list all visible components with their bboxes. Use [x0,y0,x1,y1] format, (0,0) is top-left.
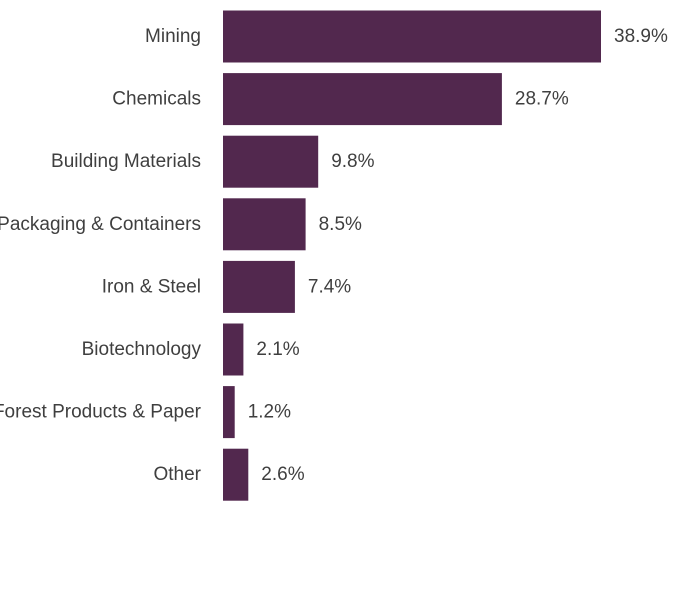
value-label-0: 38.9% [614,26,668,47]
value-label-4: 7.4% [308,276,351,297]
category-label-3: Packaging & Containers [0,214,201,235]
value-label-1: 28.7% [515,89,569,110]
bar-1 [223,73,502,126]
category-label-1: Chemicals [112,89,201,110]
value-label-6: 1.2% [248,402,291,423]
category-label-0: Mining [145,26,201,47]
bar-6 [223,386,235,439]
category-label-2: Building Materials [51,151,201,172]
bar-5 [223,323,244,376]
bar-4 [223,260,295,313]
value-label-7: 2.6% [261,464,304,485]
category-label-6: Forest Products & Paper [0,402,202,423]
bars-layer [223,10,601,501]
category-label-4: Iron & Steel [102,276,201,297]
value-labels: 38.9% 28.7% 9.8% 8.5% 7.4% 2.1% 1.2% 2.6% [248,26,668,485]
bar-7 [223,448,249,501]
category-labels: Mining Chemicals Building Materials Packagi… [0,26,202,485]
value-label-5: 2.1% [256,339,299,360]
value-label-3: 8.5% [319,214,362,235]
category-label-7: Other [153,464,201,485]
bar-0 [223,10,601,63]
bar-3 [223,198,306,251]
bar-2 [223,135,319,188]
category-label-5: Biotechnology [82,339,202,360]
value-label-2: 9.8% [331,151,374,172]
